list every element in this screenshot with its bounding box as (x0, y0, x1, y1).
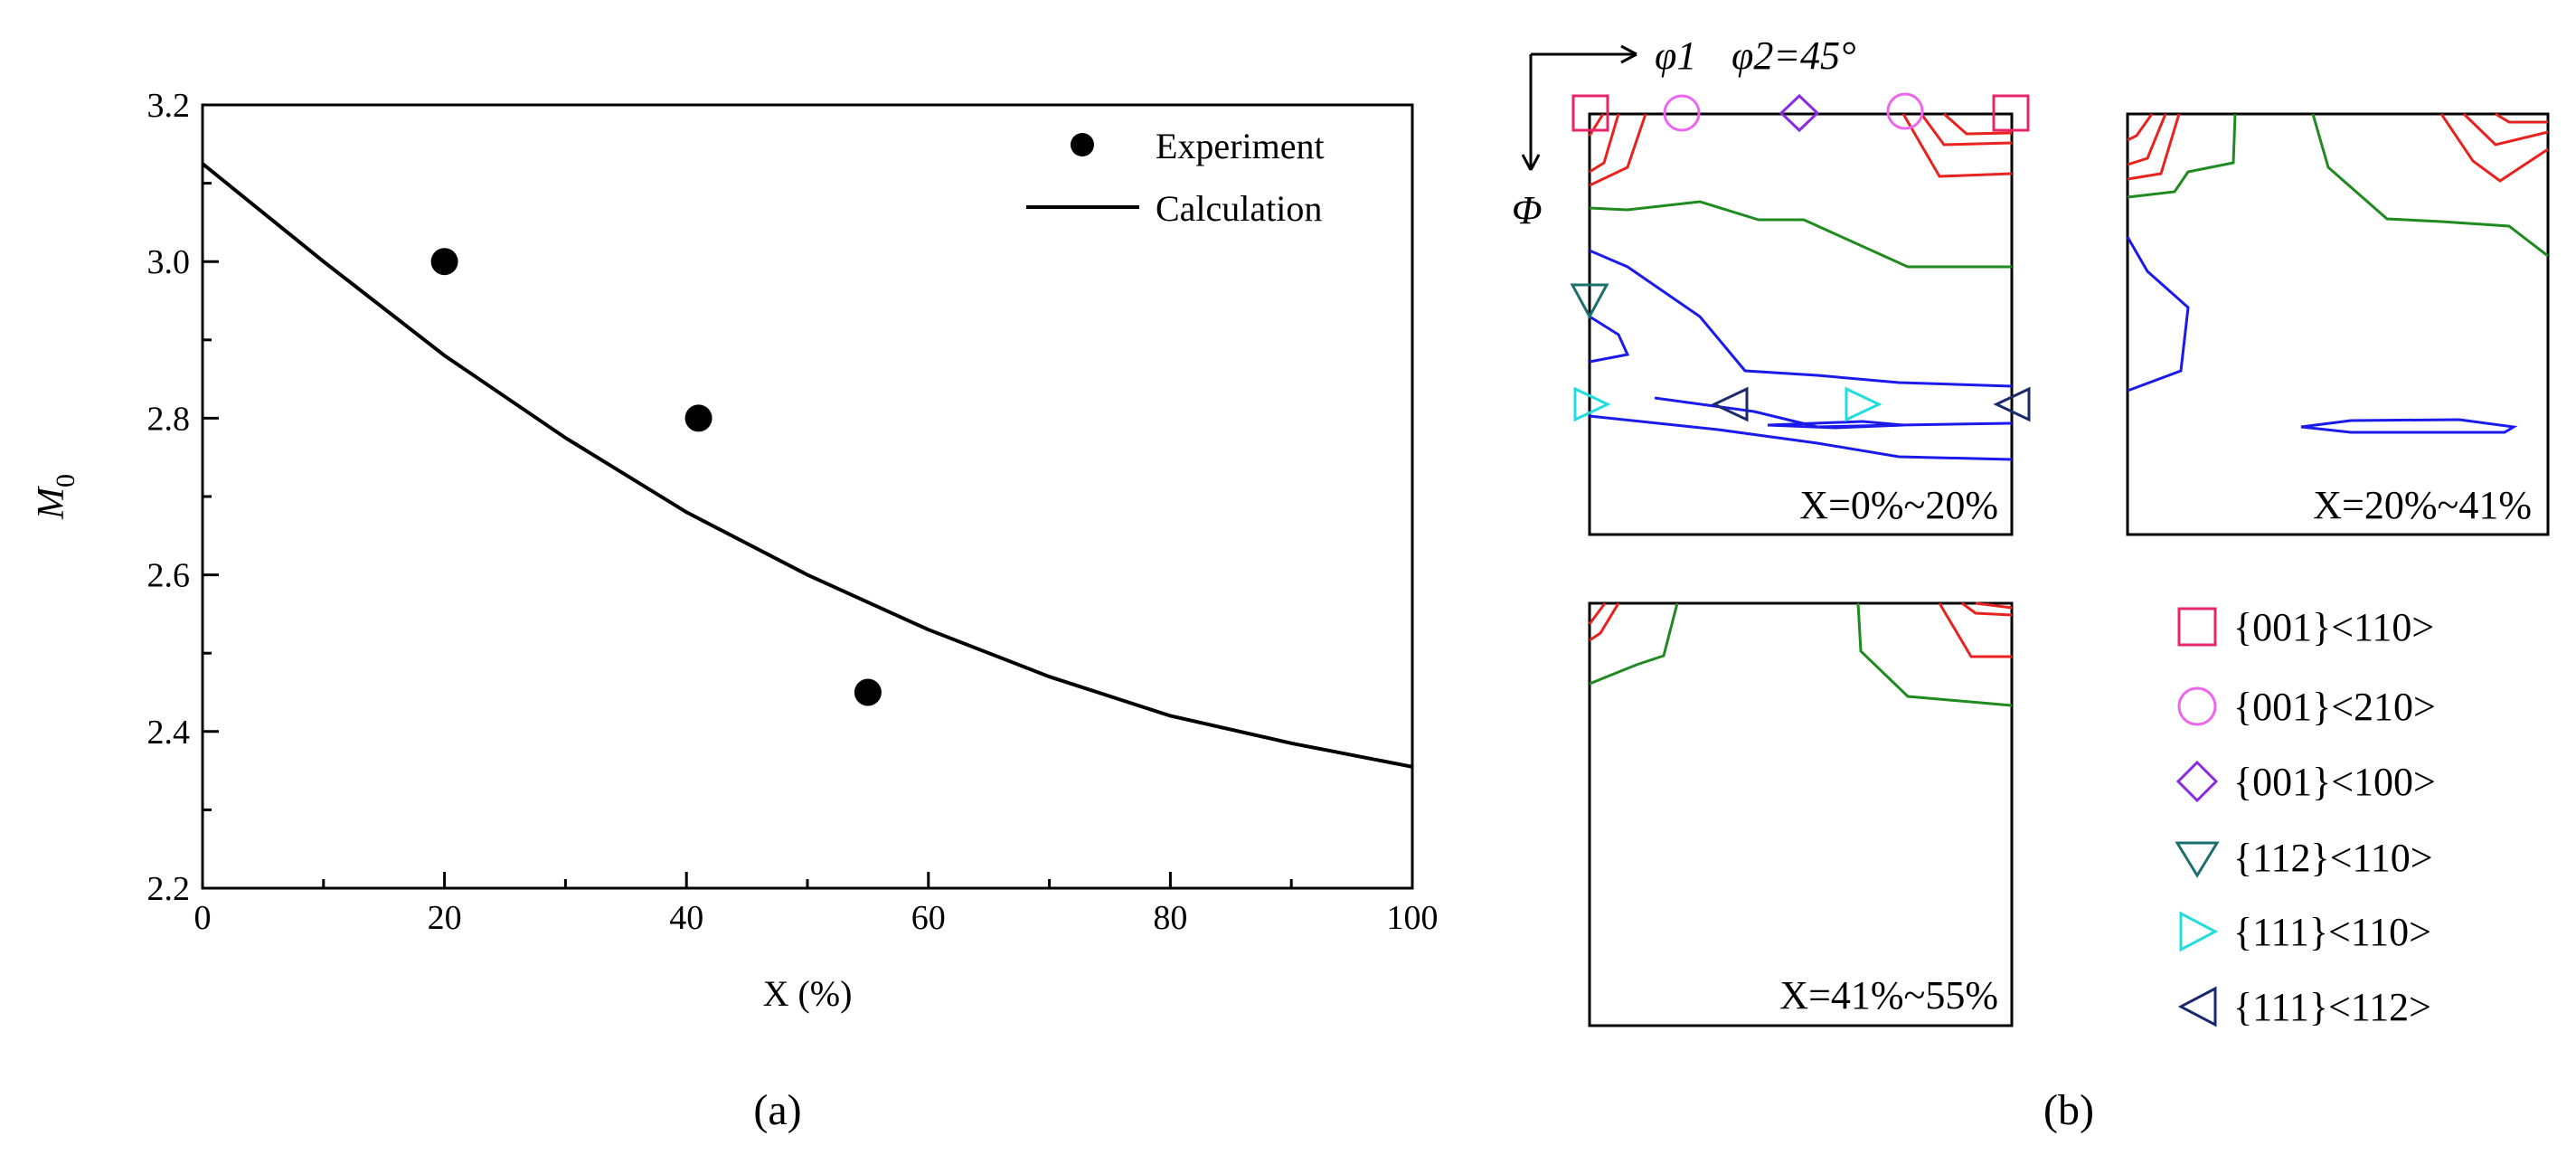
axis-ticks (201, 103, 1414, 890)
panel-b-odf: φ1 φ2=45° Φ X=0%~20% (1512, 33, 2550, 1134)
triangle-right-marker-icon (1573, 386, 1611, 422)
y-tick-label: 3.0 (147, 243, 191, 281)
phi1-axis-label: φ1 (1655, 33, 1696, 78)
experiment-point (684, 404, 712, 432)
legend-item-label: {112}<110> (2233, 836, 2433, 880)
axis-tick-labels: 0 20 40 60 80 100 2.2 2.4 2.6 2.8 3.0 3.2 (147, 87, 1439, 937)
legend-item-label: {111}<110> (2233, 910, 2431, 954)
legend-experiment-marker (1071, 133, 1094, 156)
triangle-left-marker-icon (1993, 386, 2031, 422)
panel-a-label: (a) (753, 1086, 801, 1134)
y-axis-label: M0 (31, 474, 80, 520)
circle-marker-icon (1886, 92, 1924, 130)
odf-section-3-contours (1588, 601, 2013, 707)
legend-item-label: {111}<112> (2233, 985, 2431, 1029)
Phi-arrowhead-icon (1521, 154, 1541, 171)
odf-section-1-markers (1570, 92, 2031, 422)
y-tick-label: 3.2 (147, 87, 191, 125)
Phi-axis-label: Φ (1512, 188, 1543, 232)
legend-item: {111}<112> (2177, 985, 2431, 1029)
panel-b-label: (b) (2043, 1086, 2094, 1134)
y-tick-label: 2.6 (147, 557, 191, 595)
circle-marker-icon (2177, 686, 2217, 726)
odf-section-3-frame (1588, 601, 2014, 1027)
square-marker-icon (2177, 607, 2217, 647)
odf-section-2: X=20%~41% (2126, 112, 2550, 536)
experiment-point (430, 248, 458, 276)
odf-section-1-contours (1588, 112, 2013, 461)
legend-item: {111}<110> (2179, 910, 2431, 954)
legend-item: {112}<110> (2175, 836, 2433, 880)
legend-item-label: {001}<110> (2233, 605, 2434, 649)
circle-marker-icon (1663, 94, 1701, 132)
x-tick-label: 0 (194, 899, 212, 937)
odf-section-2-contours (2126, 112, 2549, 434)
x-tick-label: 100 (1387, 899, 1439, 937)
square-marker-icon (1571, 94, 1609, 132)
legend-item-label: {001}<210> (2233, 685, 2436, 729)
experiment-points (430, 248, 882, 706)
triangle-left-marker-icon (2177, 986, 2217, 1027)
odf-section-1-frame (1588, 112, 2014, 536)
x-tick-label: 40 (669, 899, 703, 937)
diamond-marker-icon (1779, 93, 1820, 133)
odf-section-2-frame (2126, 112, 2550, 536)
triangle-down-marker-icon (2175, 841, 2220, 878)
triangle-left-marker-icon (1711, 386, 1749, 422)
odf-axes: φ1 φ2=45° Φ (1512, 33, 1856, 232)
x-tick-label: 60 (911, 899, 946, 937)
experiment-point (854, 678, 882, 706)
x-tick-label: 20 (428, 899, 462, 937)
odf-section-1-label: X=0%~20% (1799, 483, 1998, 527)
triangle-down-marker-icon (1570, 283, 1609, 320)
square-marker-icon (1992, 94, 2030, 132)
odf-section-1: X=0%~20% (1570, 92, 2031, 536)
odf-section-2-label: X=20%~41% (2313, 483, 2532, 527)
y-tick-label: 2.8 (147, 400, 191, 438)
legend-item: {001}<210> (2177, 685, 2436, 729)
y-tick-label: 2.4 (147, 714, 191, 752)
legend-item-label: {001}<100> (2233, 760, 2436, 804)
legend-experiment-label: Experiment (1156, 126, 1325, 166)
section-label: φ2=45° (1731, 33, 1856, 78)
phi1-arrowhead-icon (1620, 44, 1637, 64)
y-tick-label: 2.2 (147, 870, 191, 908)
legend-calculation-label: Calculation (1156, 188, 1322, 229)
legend-item: {001}<110> (2177, 605, 2434, 649)
legend-item: {001}<100> (2175, 760, 2436, 804)
calculation-curve (201, 162, 1413, 769)
x-tick-label: 80 (1153, 899, 1187, 937)
legend: Experiment Calculation (1026, 126, 1325, 229)
diamond-marker-icon (2175, 760, 2219, 803)
odf-section-3-label: X=41%~55% (1779, 973, 1998, 1017)
texture-legend: {001}<110> {001}<210> {001}<100> {112}<1… (2175, 605, 2436, 1029)
triangle-right-marker-icon (2179, 911, 2219, 952)
triangle-right-marker-icon (1845, 386, 1882, 422)
odf-section-3: X=41%~55% (1588, 601, 2014, 1027)
x-axis-label: X (%) (763, 973, 853, 1014)
